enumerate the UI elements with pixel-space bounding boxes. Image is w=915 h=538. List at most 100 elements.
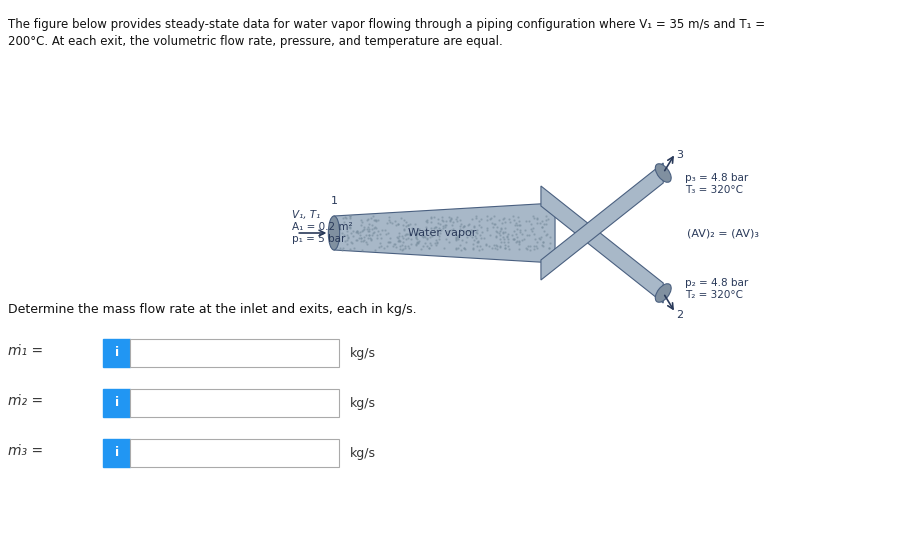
Point <box>355 245 370 254</box>
Point <box>509 219 523 228</box>
Point <box>473 215 488 224</box>
Point <box>508 221 522 229</box>
Point <box>357 236 371 245</box>
Point <box>539 216 554 225</box>
Point <box>539 220 554 228</box>
Point <box>340 234 355 243</box>
Point <box>357 233 371 242</box>
Point <box>409 234 424 243</box>
Point <box>339 240 354 249</box>
Point <box>350 236 364 244</box>
Point <box>535 237 550 246</box>
Point <box>498 240 512 249</box>
Point <box>530 215 544 223</box>
Text: 1: 1 <box>330 196 338 206</box>
FancyBboxPatch shape <box>130 439 339 467</box>
Point <box>338 237 352 245</box>
Point <box>461 226 476 235</box>
Point <box>469 229 484 237</box>
Point <box>371 243 386 251</box>
Point <box>395 241 410 250</box>
Point <box>345 239 360 247</box>
Point <box>391 234 405 243</box>
Point <box>401 234 415 243</box>
Point <box>369 217 383 225</box>
Point <box>437 244 452 252</box>
Point <box>373 242 388 251</box>
Point <box>379 229 393 238</box>
Point <box>436 217 450 225</box>
Point <box>426 224 441 232</box>
Polygon shape <box>541 163 663 280</box>
Point <box>520 230 534 239</box>
Point <box>425 214 439 223</box>
Point <box>374 226 389 235</box>
FancyBboxPatch shape <box>130 389 339 417</box>
Point <box>403 231 417 239</box>
Point <box>409 231 424 240</box>
Point <box>404 220 418 229</box>
Point <box>350 229 365 237</box>
Text: A₁ = 0.2 m²: A₁ = 0.2 m² <box>292 222 352 232</box>
Point <box>496 228 511 237</box>
Point <box>534 217 549 225</box>
Point <box>501 238 516 246</box>
Point <box>357 224 371 233</box>
Point <box>373 233 388 242</box>
Point <box>354 237 369 246</box>
Point <box>402 230 416 238</box>
Point <box>418 216 433 225</box>
Point <box>479 212 494 221</box>
Point <box>340 232 355 241</box>
Point <box>346 227 361 236</box>
Point <box>437 223 452 231</box>
Point <box>444 225 458 234</box>
Point <box>533 219 548 228</box>
Point <box>361 231 376 239</box>
Point <box>398 241 413 250</box>
Point <box>464 228 479 237</box>
Point <box>414 232 429 240</box>
Point <box>392 236 406 244</box>
Point <box>481 242 496 250</box>
Point <box>428 223 443 231</box>
Point <box>485 244 500 253</box>
Point <box>507 234 522 243</box>
Point <box>506 212 521 221</box>
Point <box>501 244 516 253</box>
Point <box>336 230 350 239</box>
Point <box>422 243 436 252</box>
Point <box>370 234 384 243</box>
Point <box>501 242 515 250</box>
Point <box>365 224 380 233</box>
Point <box>442 238 457 246</box>
Point <box>483 215 498 223</box>
Point <box>489 233 503 242</box>
Point <box>468 212 483 221</box>
Point <box>471 238 486 247</box>
Point <box>448 244 463 253</box>
Point <box>457 222 471 231</box>
Point <box>480 215 495 224</box>
Point <box>377 226 392 235</box>
Point <box>490 242 504 250</box>
Point <box>382 238 396 246</box>
Point <box>356 225 371 234</box>
Point <box>419 234 434 243</box>
Text: kg/s: kg/s <box>350 447 376 459</box>
Point <box>471 221 486 229</box>
Point <box>415 242 430 250</box>
Point <box>430 237 445 246</box>
Point <box>510 232 524 241</box>
Point <box>430 214 445 223</box>
Point <box>417 238 432 247</box>
Text: T₂ = 320°C: T₂ = 320°C <box>684 290 743 300</box>
Point <box>428 240 443 249</box>
Point <box>389 221 404 230</box>
Point <box>434 226 448 235</box>
Text: ṁ₃ =: ṁ₃ = <box>7 444 43 458</box>
Point <box>361 230 376 239</box>
Point <box>450 213 465 221</box>
Text: p₂ = 4.8 bar: p₂ = 4.8 bar <box>684 278 748 288</box>
Point <box>356 222 371 231</box>
